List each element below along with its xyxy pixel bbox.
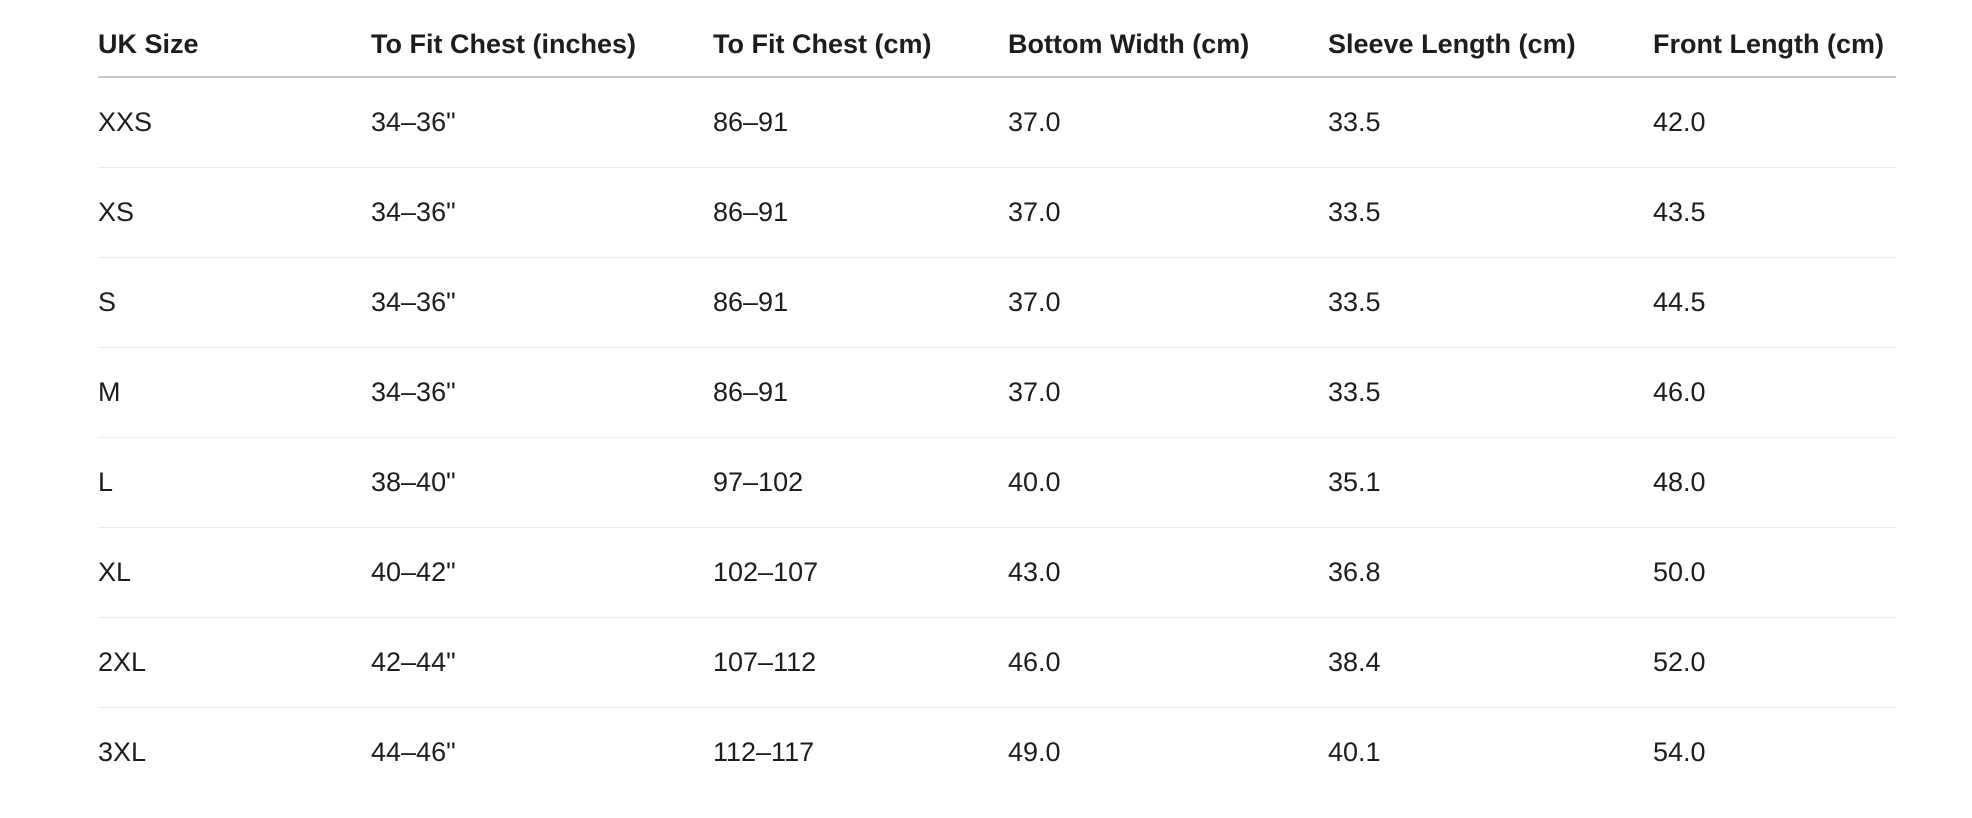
table-cell: 43.0: [1008, 557, 1061, 587]
table-cell: 112–117: [713, 737, 815, 767]
table-cell: 40–42": [371, 557, 456, 587]
table-cell: 44.5: [1653, 287, 1706, 317]
table-cell: 38.4: [1328, 647, 1381, 677]
row-divider: [98, 437, 1896, 438]
column-header: UK Size: [98, 29, 199, 59]
table-cell: M: [98, 377, 121, 407]
table-cell: 46.0: [1653, 377, 1706, 407]
table-cell: 86–91: [713, 377, 789, 407]
table-cell: 33.5: [1328, 377, 1381, 407]
table-cell: 35.1: [1328, 467, 1381, 497]
column-header: Bottom Width (cm): [1008, 29, 1250, 59]
table-cell: 34–36": [371, 197, 456, 227]
table-cell: 2XL: [98, 647, 147, 677]
column-header: To Fit Chest (cm): [713, 29, 932, 59]
table-cell: 38–40": [371, 467, 456, 497]
row-divider: [98, 707, 1896, 708]
table-cell: 97–102: [713, 467, 804, 497]
table-cell: 40.0: [1008, 467, 1061, 497]
table-cell: 34–36": [371, 287, 456, 317]
table-cell: 34–36": [371, 377, 456, 407]
table-cell: S: [98, 287, 117, 317]
column-header: Sleeve Length (cm): [1328, 29, 1576, 59]
table-cell: 49.0: [1008, 737, 1061, 767]
table-cell: XS: [98, 197, 135, 227]
table-cell: 102–107: [713, 557, 819, 587]
column-header: Front Length (cm): [1653, 29, 1884, 59]
table-cell: 43.5: [1653, 197, 1706, 227]
table-cell: 37.0: [1008, 107, 1061, 137]
table-cell: 33.5: [1328, 197, 1381, 227]
table-cell: 37.0: [1008, 197, 1061, 227]
table-cell: 3XL: [98, 737, 147, 767]
table-cell: 46.0: [1008, 647, 1061, 677]
table-cell: 86–91: [713, 107, 789, 137]
table-cell: 37.0: [1008, 377, 1061, 407]
table-cell: 86–91: [713, 197, 789, 227]
table-cell: 54.0: [1653, 737, 1706, 767]
table-cell: 52.0: [1653, 647, 1706, 677]
table-cell: XXS: [98, 107, 153, 137]
header-divider: [98, 76, 1896, 78]
table-cell: 37.0: [1008, 287, 1061, 317]
row-divider: [98, 527, 1896, 528]
table-cell: 40.1: [1328, 737, 1381, 767]
size-table: UK Size To Fit Chest (inches) To Fit Chest…: [98, 0, 1896, 818]
column-header: To Fit Chest (inches): [371, 29, 637, 59]
table-cell: 34–36": [371, 107, 456, 137]
table-cell: 107–112: [713, 647, 817, 677]
table-cell: 86–91: [713, 287, 789, 317]
table-cell: 48.0: [1653, 467, 1706, 497]
table-cell: L: [98, 467, 114, 497]
row-divider: [98, 167, 1896, 168]
table-cell: 33.5: [1328, 287, 1381, 317]
table-cell: 33.5: [1328, 107, 1381, 137]
table-cell: XL: [98, 557, 132, 587]
table-cell: 50.0: [1653, 557, 1706, 587]
table-cell: 42–44": [371, 647, 456, 677]
row-divider: [98, 257, 1896, 258]
table-cell: 44–46": [371, 737, 456, 767]
table-cell: 36.8: [1328, 557, 1381, 587]
row-divider: [98, 347, 1896, 348]
table-cell: 42.0: [1653, 107, 1706, 137]
row-divider: [98, 617, 1896, 618]
